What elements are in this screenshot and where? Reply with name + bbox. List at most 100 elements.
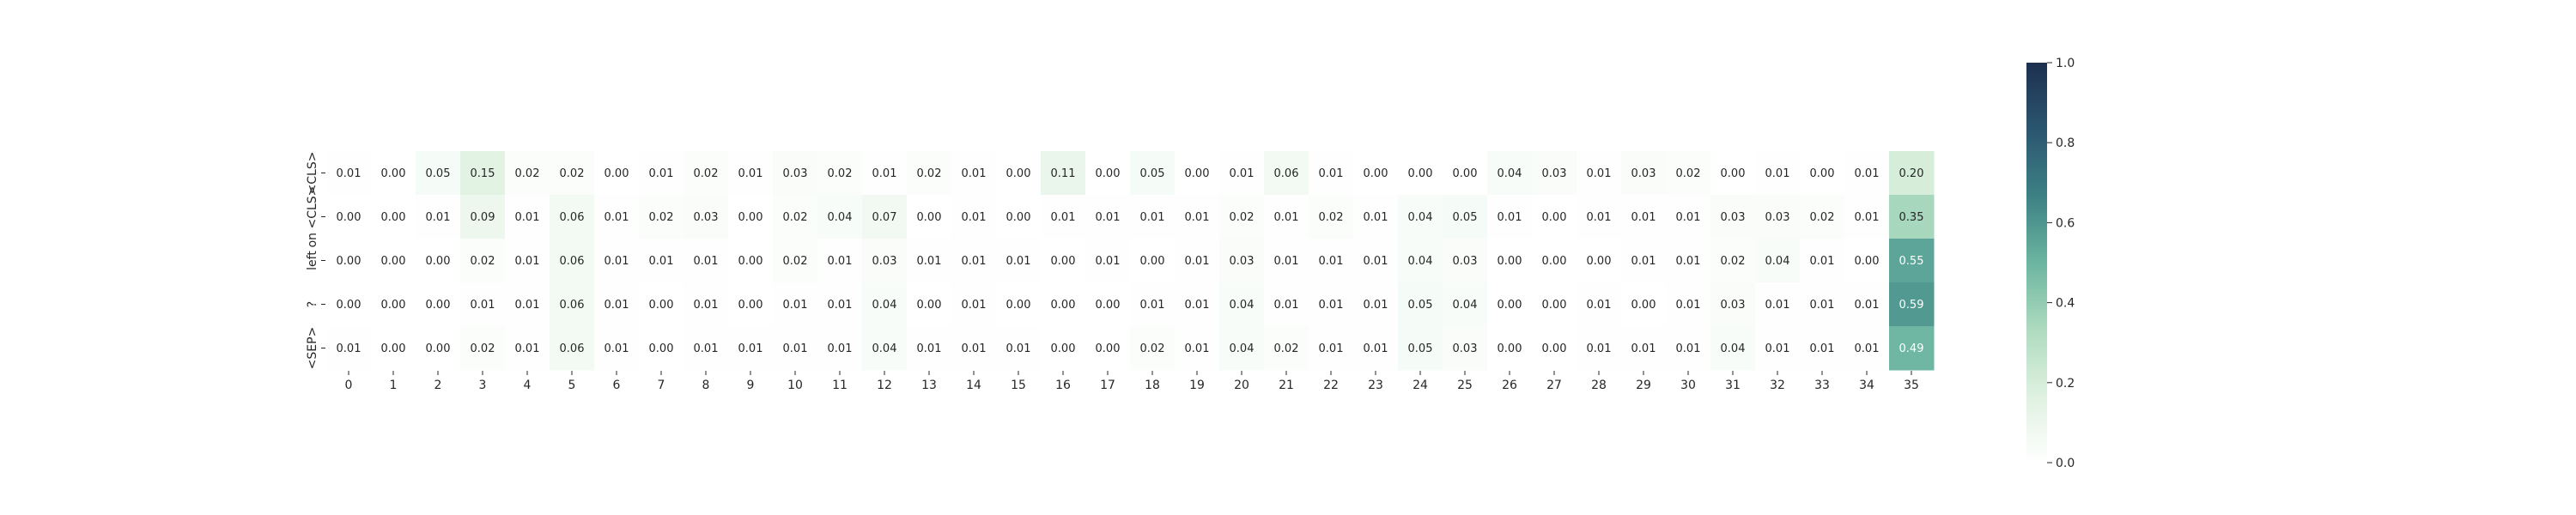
heatmap-cell	[996, 326, 1042, 371]
cell-value-label: 0.04	[872, 299, 897, 312]
cell-value-label: 0.00	[1542, 342, 1567, 355]
heatmap-cell	[550, 151, 595, 196]
x-tick-label: 5	[568, 379, 576, 392]
cell-value-label: 0.05	[1453, 211, 1478, 224]
cell-value-label: 0.01	[828, 342, 853, 355]
heatmap-cell	[326, 151, 372, 196]
cell-value-label: 0.01	[337, 342, 361, 355]
cell-value-label: 0.04	[1230, 342, 1255, 355]
heatmap-cell	[951, 282, 997, 327]
heatmap-cell	[639, 326, 684, 371]
heatmap-cell	[996, 195, 1042, 239]
cell-value-label: 0.05	[426, 167, 451, 180]
heatmap-cell	[1443, 195, 1488, 239]
cell-value-label: 0.01	[962, 211, 987, 224]
cell-value-label: 0.01	[1364, 299, 1388, 312]
colorbar-tick-label: 0.8	[2056, 136, 2075, 150]
heatmap-cell	[1889, 239, 1935, 283]
cell-value-label: 0.01	[1230, 167, 1255, 180]
cell-value-label: 0.02	[471, 342, 495, 355]
heatmap-cell	[1219, 239, 1265, 283]
heatmap-cell	[1710, 326, 1756, 371]
cell-value-label: 0.00	[917, 299, 942, 312]
heatmap-cell	[460, 326, 506, 371]
heatmap-cell	[505, 282, 550, 327]
cell-value-label: 0.00	[649, 342, 674, 355]
cell-value-label: 0.02	[471, 255, 495, 268]
cell-value-label: 0.02	[1230, 211, 1255, 224]
cell-value-label: 0.01	[917, 255, 942, 268]
cell-value-label: 0.01	[1498, 211, 1522, 224]
heatmap-cell	[907, 239, 952, 283]
x-tick-label: 12	[877, 379, 892, 392]
cell-value-label: 0.03	[1542, 167, 1567, 180]
heatmap-cell	[1309, 151, 1354, 196]
cell-value-label: 0.00	[337, 211, 361, 224]
cell-value-label: 0.04	[1721, 342, 1746, 355]
cell-value-label: 0.06	[560, 299, 585, 312]
cell-value-label: 0.02	[1721, 255, 1746, 268]
heatmap-cell	[550, 282, 595, 327]
cell-value-label: 0.02	[1810, 211, 1835, 224]
heatmap-cell	[1487, 326, 1533, 371]
cell-value-label: 0.01	[1051, 211, 1076, 224]
heatmap-cells	[326, 151, 1935, 371]
heatmap-cell	[1577, 151, 1622, 196]
colorbar-tick-label: 0.0	[2056, 457, 2075, 470]
heatmap-cell	[1844, 151, 1890, 196]
heatmap-cell	[817, 151, 863, 196]
cell-value-label: 0.02	[1319, 211, 1344, 224]
cell-value-label: 0.04	[1453, 299, 1478, 312]
heatmap-cell	[594, 326, 640, 371]
cell-value-label: 0.00	[381, 255, 406, 268]
heatmap-cell	[683, 151, 729, 196]
cell-value-label: 0.05	[1408, 342, 1433, 355]
heatmap-cell	[1398, 239, 1443, 283]
cell-value-label: 0.01	[872, 167, 897, 180]
heatmap-cell	[639, 195, 684, 239]
heatmap-cell	[1577, 195, 1622, 239]
y-tick-label: left	[306, 251, 319, 270]
heatmap-cell	[1621, 282, 1667, 327]
cell-value-label: 0.00	[917, 211, 942, 224]
cell-value-label: 0.02	[783, 211, 808, 224]
heatmap-cell	[1844, 239, 1890, 283]
heatmap-cell	[1487, 195, 1533, 239]
heatmap-cell	[817, 195, 863, 239]
heatmap-cell	[1487, 239, 1533, 283]
heatmap-cell	[1085, 239, 1131, 283]
heatmap-cell	[1264, 326, 1309, 371]
heatmap-cell	[1532, 282, 1577, 327]
cell-value-label: 0.02	[694, 167, 719, 180]
cell-value-label: 0.01	[1587, 342, 1612, 355]
cell-value-label: 0.01	[1185, 211, 1210, 224]
cell-value-label: 0.00	[1721, 167, 1746, 180]
heatmap-cell	[817, 326, 863, 371]
heatmap-cell	[1666, 195, 1711, 239]
cell-value-label: 0.06	[560, 211, 585, 224]
heatmap-cell	[1309, 239, 1354, 283]
x-tick-label: 13	[921, 379, 937, 392]
cell-value-label: 0.02	[649, 211, 674, 224]
heatmap-cell	[773, 239, 818, 283]
heatmap-cell	[1085, 151, 1131, 196]
cell-value-label: 0.01	[738, 167, 763, 180]
heatmap-cell	[683, 326, 729, 371]
cell-value-label: 0.00	[1364, 167, 1388, 180]
heatmap-cell	[1666, 151, 1711, 196]
cell-value-label: 0.00	[1096, 342, 1121, 355]
heatmap-cell	[1800, 195, 1845, 239]
x-tick-label: 27	[1546, 379, 1562, 392]
x-tick-label: 24	[1413, 379, 1428, 392]
heatmap-cell	[1085, 326, 1131, 371]
cell-value-label: 0.11	[1051, 167, 1076, 180]
cell-value-label: 0.00	[337, 299, 361, 312]
heatmap-cell	[862, 239, 908, 283]
cell-value-label: 0.03	[1453, 342, 1478, 355]
cell-value-label: 0.01	[515, 299, 540, 312]
cell-value-label: 0.04	[872, 342, 897, 355]
cell-value-label: 0.01	[962, 342, 987, 355]
colorbar-tick-label: 0.2	[2056, 377, 2075, 391]
cell-value-label: 0.01	[1006, 255, 1031, 268]
